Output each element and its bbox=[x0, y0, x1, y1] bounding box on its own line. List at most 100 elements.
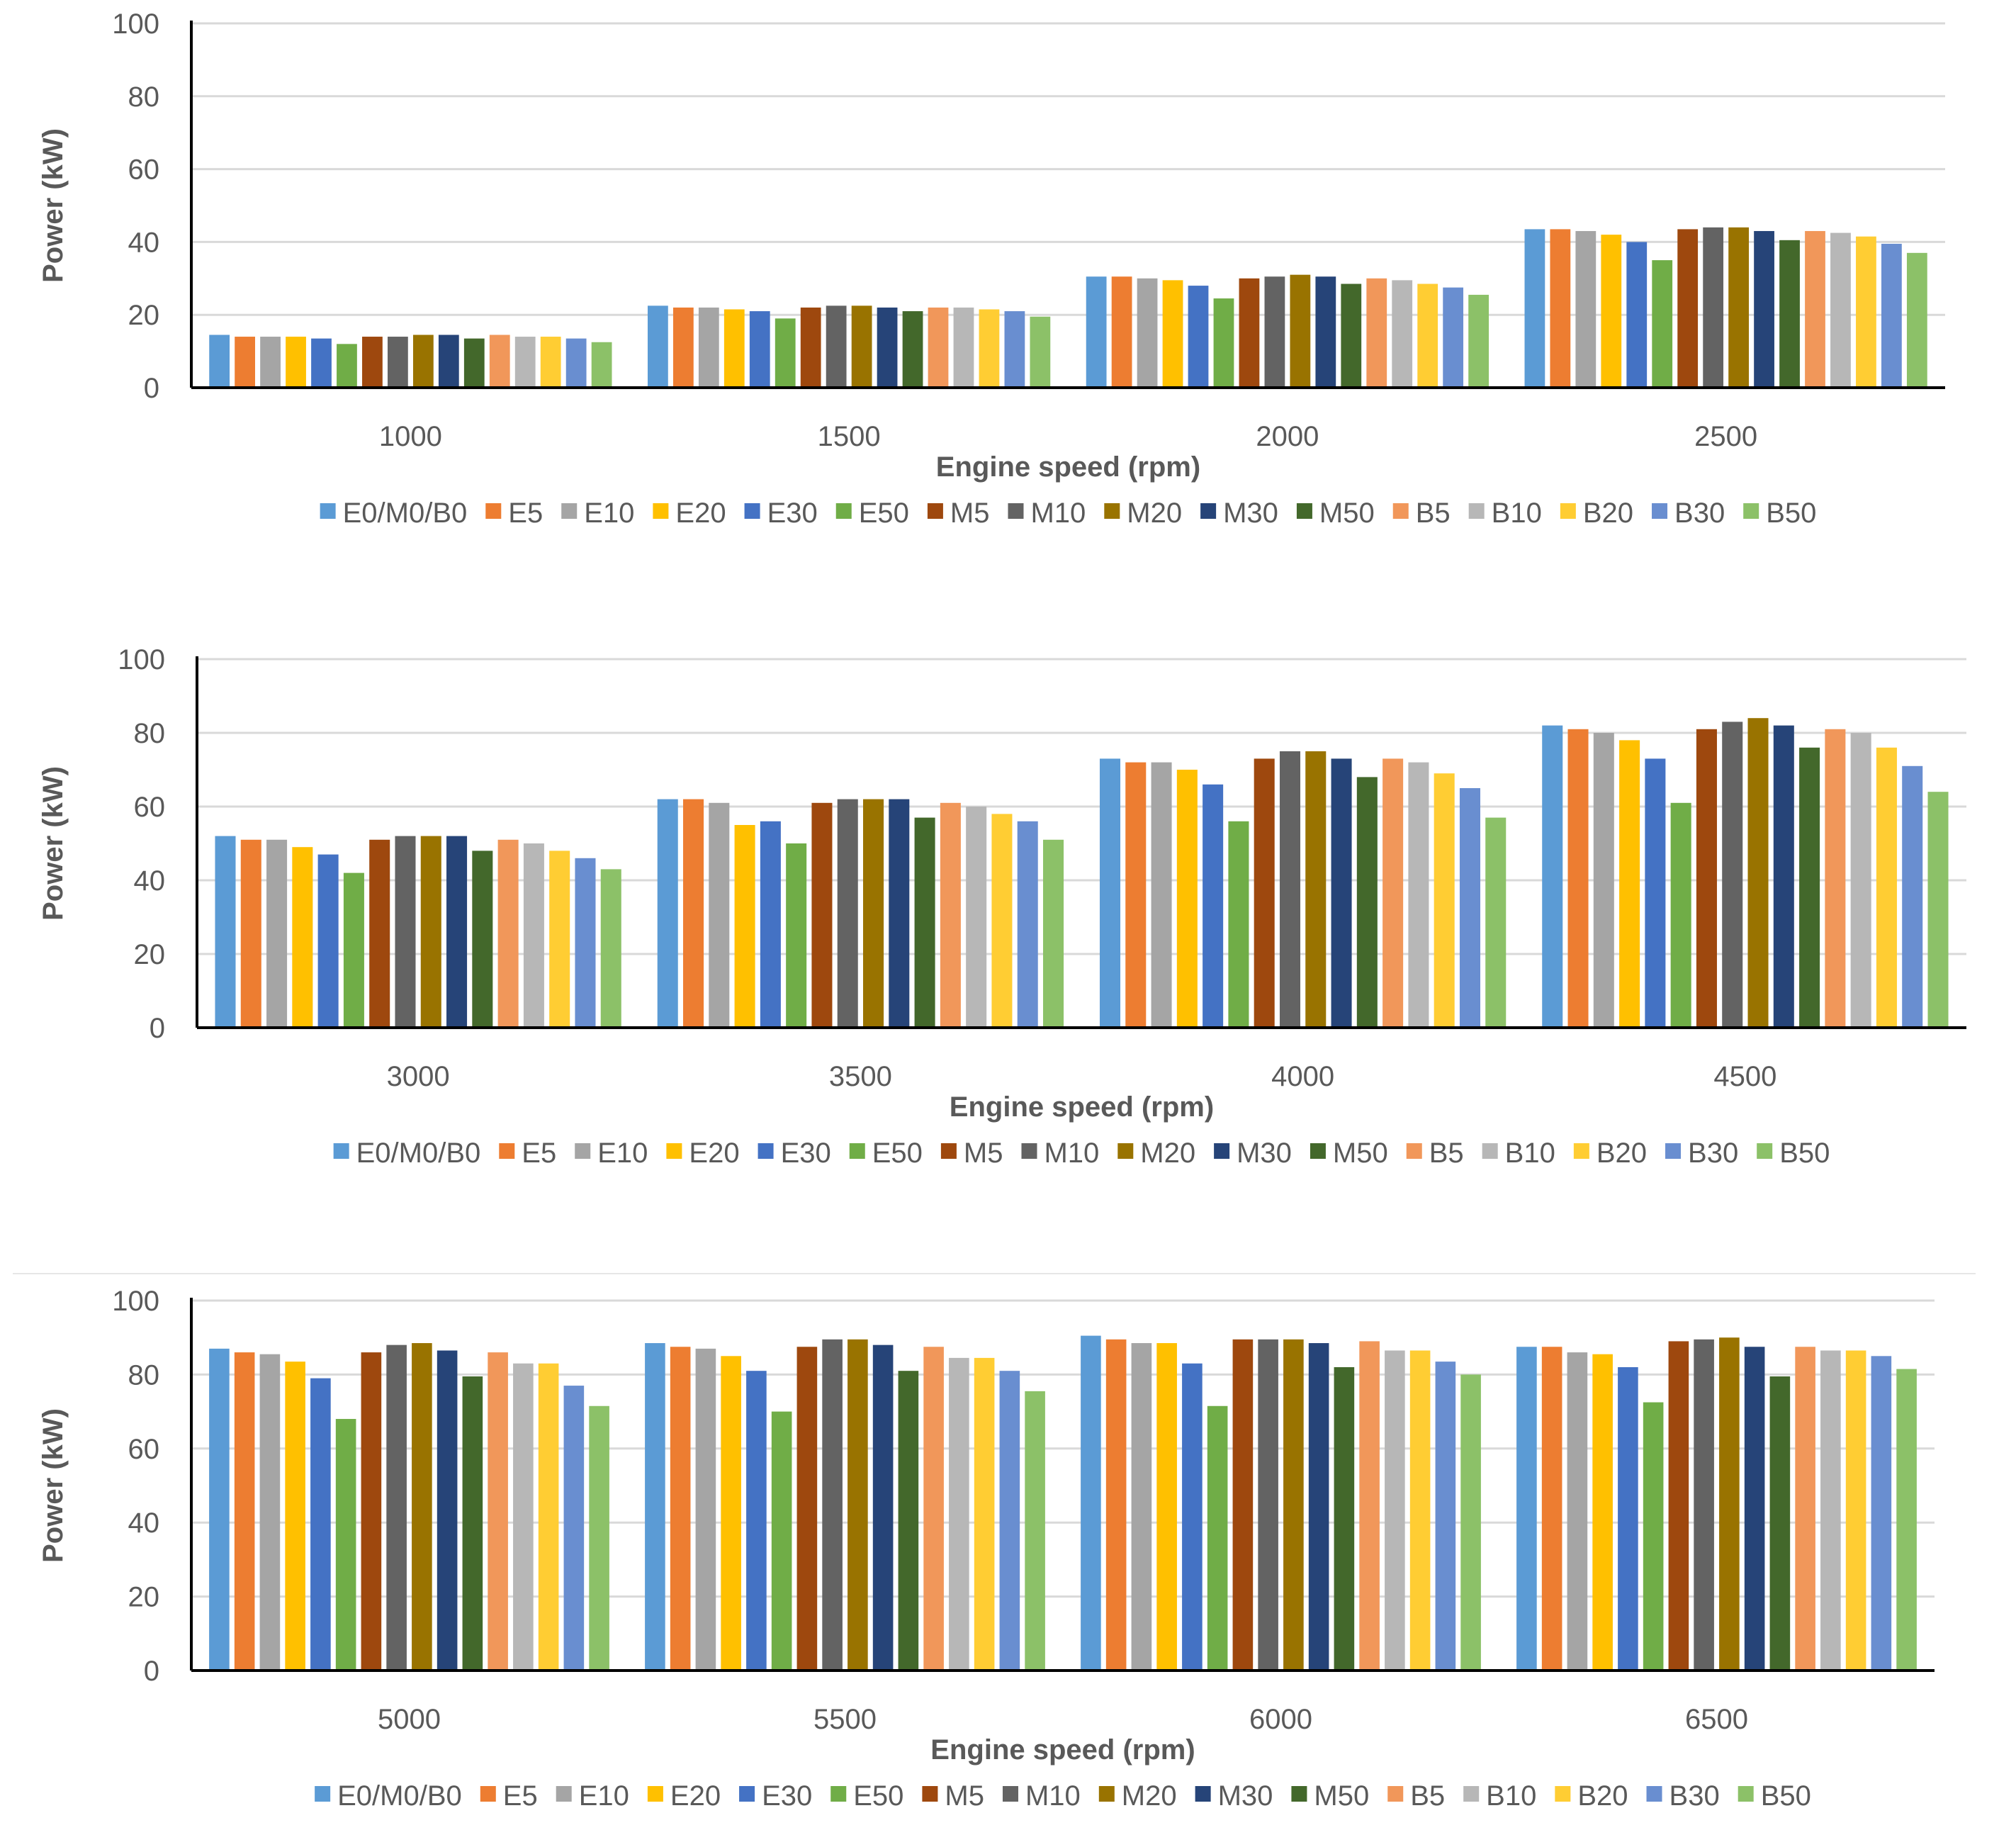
bar bbox=[1162, 280, 1183, 388]
legend-swatch bbox=[1002, 1786, 1018, 1802]
legend-swatch bbox=[561, 503, 578, 519]
bar bbox=[513, 1363, 534, 1671]
y-axis-title: Power (kW) bbox=[38, 128, 69, 283]
bar bbox=[1443, 287, 1464, 388]
legend-swatch bbox=[1392, 503, 1409, 519]
bar bbox=[811, 802, 833, 1028]
x-tick-label: 2500 bbox=[1694, 421, 1757, 452]
bar bbox=[902, 311, 923, 388]
x-tick-label: 3500 bbox=[829, 1061, 892, 1092]
legend-label: E10 bbox=[597, 1138, 648, 1169]
legend-swatch bbox=[1743, 503, 1759, 519]
legend-label: B20 bbox=[1577, 1780, 1628, 1812]
legend: E0/M0/B0 E5 E10 E20 E30 E50 M5 M10 M20 M30 M50 B5 B1… bbox=[320, 498, 1816, 529]
bar bbox=[760, 821, 781, 1028]
bar bbox=[1315, 276, 1336, 388]
bar bbox=[1696, 729, 1717, 1028]
bar bbox=[1460, 1374, 1481, 1671]
bar bbox=[523, 843, 544, 1028]
bar bbox=[1668, 1341, 1689, 1671]
legend-label: E30 bbox=[781, 1138, 831, 1169]
x-tick-label: 6500 bbox=[1685, 1704, 1748, 1735]
bar bbox=[991, 814, 1013, 1028]
bar bbox=[388, 337, 408, 388]
legend-swatch bbox=[1482, 1143, 1498, 1159]
bar bbox=[1042, 839, 1064, 1028]
legend-swatch bbox=[1296, 503, 1312, 519]
bar bbox=[1385, 1350, 1405, 1671]
bar bbox=[837, 799, 858, 1028]
bar bbox=[1264, 276, 1285, 388]
legend-swatch bbox=[1021, 1143, 1037, 1159]
bar bbox=[1550, 229, 1571, 388]
legend-label: B30 bbox=[1688, 1138, 1738, 1169]
x-tick-label: 4500 bbox=[1713, 1061, 1776, 1092]
legend-swatch bbox=[1406, 1143, 1422, 1159]
legend-label: M50 bbox=[1319, 498, 1375, 529]
bar bbox=[1105, 1339, 1127, 1671]
bar bbox=[1111, 276, 1132, 388]
bar bbox=[657, 799, 678, 1028]
bar bbox=[648, 305, 668, 388]
bar bbox=[1677, 229, 1699, 388]
legend-label: E30 bbox=[762, 1780, 812, 1812]
bar bbox=[1182, 1363, 1203, 1671]
legend-swatch bbox=[1310, 1143, 1326, 1159]
bar bbox=[670, 1347, 691, 1671]
bar bbox=[575, 858, 596, 1028]
legend-label: M30 bbox=[1218, 1780, 1273, 1812]
legend-swatch bbox=[333, 1143, 349, 1159]
bar bbox=[1258, 1339, 1278, 1671]
legend-swatch bbox=[1468, 503, 1485, 519]
legend-label: E50 bbox=[859, 498, 909, 529]
bar bbox=[1176, 770, 1198, 1028]
legend-label: B50 bbox=[1766, 498, 1816, 529]
bar bbox=[240, 839, 261, 1028]
legend-label: M20 bbox=[1140, 1138, 1195, 1169]
legend-label: E20 bbox=[675, 498, 726, 529]
legend-swatch bbox=[1291, 1786, 1307, 1802]
bar bbox=[1902, 765, 1923, 1028]
bar bbox=[1151, 762, 1172, 1028]
bar bbox=[260, 337, 281, 388]
x-axis-title: Engine speed (rpm) bbox=[950, 1091, 1214, 1123]
bar bbox=[645, 1343, 665, 1671]
bar bbox=[1830, 232, 1851, 388]
legend-swatch bbox=[666, 1143, 682, 1159]
bar bbox=[1593, 733, 1614, 1028]
legend-label: M5 bbox=[945, 1780, 984, 1812]
bar bbox=[1366, 278, 1387, 388]
y-tick-label: 100 bbox=[112, 1286, 159, 1317]
bar bbox=[1524, 229, 1545, 388]
y-tick-label: 20 bbox=[128, 300, 160, 331]
bar bbox=[979, 309, 1000, 388]
bar bbox=[826, 305, 847, 388]
bar bbox=[672, 307, 694, 388]
bar bbox=[974, 1357, 995, 1671]
bar bbox=[489, 335, 510, 388]
bar bbox=[1341, 284, 1362, 388]
y-tick-label: 100 bbox=[112, 9, 159, 40]
legend-label: B30 bbox=[1674, 498, 1725, 529]
y-tick-label: 0 bbox=[150, 1013, 165, 1044]
legend-label: B5 bbox=[1410, 1780, 1445, 1812]
bar bbox=[1025, 1391, 1045, 1671]
bar bbox=[1408, 762, 1429, 1028]
bar bbox=[285, 1362, 305, 1671]
y-tick-label: 60 bbox=[128, 155, 160, 186]
bar bbox=[1203, 784, 1224, 1028]
legend-swatch bbox=[1555, 1786, 1571, 1802]
bar bbox=[1125, 762, 1147, 1028]
bar bbox=[386, 1345, 407, 1671]
bar bbox=[1754, 230, 1774, 388]
bar bbox=[235, 337, 255, 388]
legend-swatch bbox=[320, 503, 336, 519]
legend-swatch bbox=[1646, 1786, 1662, 1802]
bar bbox=[949, 1357, 969, 1671]
bar bbox=[1799, 747, 1820, 1028]
legend-label: B10 bbox=[1492, 498, 1542, 529]
x-tick-label: 5000 bbox=[378, 1704, 441, 1735]
bar bbox=[1601, 235, 1622, 388]
legend-label: M50 bbox=[1333, 1138, 1388, 1169]
